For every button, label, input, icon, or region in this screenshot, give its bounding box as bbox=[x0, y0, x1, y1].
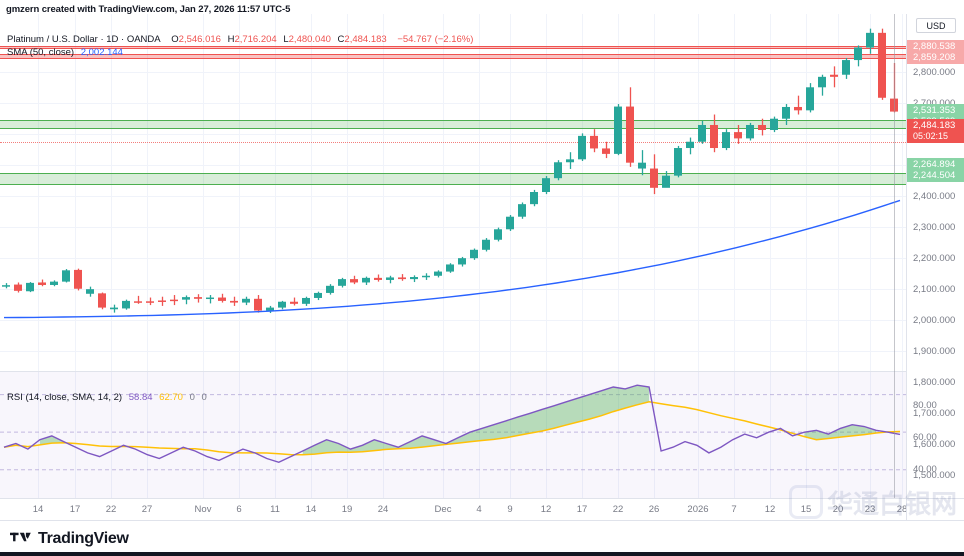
bar-countdown-timer: 05:02:15 bbox=[913, 131, 949, 141]
rsi-label: RSI (14, close, SMA, 14, 2) bbox=[7, 392, 123, 403]
attribution-text: gmzern created with TradingView.com, Jan… bbox=[6, 4, 291, 15]
price-tick: 1,700.000 bbox=[913, 408, 956, 419]
rsi-tick: 40.00 bbox=[913, 464, 937, 475]
price-axis[interactable]: USD 2,800.0002,700.0002,600.0002,500.000… bbox=[906, 14, 964, 543]
sma-value: 2,002.144 bbox=[80, 47, 123, 58]
tradingview-mark-icon bbox=[10, 529, 32, 549]
time-tick: 15 bbox=[800, 504, 812, 515]
time-tick: 6 bbox=[236, 504, 242, 515]
low-value: 2,480.040 bbox=[288, 34, 331, 45]
rsi-indicator-series[interactable] bbox=[0, 372, 906, 498]
time-axis[interactable]: 14 17 22 27 Nov 6 11 14 19 24 Dec 4 9 12 17 22 26 2026 7 12… bbox=[0, 498, 908, 520]
sma-label: SMA (50, close) bbox=[7, 47, 75, 58]
high-value: 2,716.204 bbox=[234, 34, 277, 45]
support-resistance-zones bbox=[0, 14, 906, 370]
price-dotted bbox=[0, 142, 906, 143]
price-tick: 2,700.000 bbox=[913, 98, 955, 109]
high-label: H bbox=[227, 34, 235, 45]
time-tick: 17 bbox=[576, 504, 588, 515]
current-price-badge[interactable]: 2,484.183 05:02:15 bbox=[907, 119, 964, 143]
open-label: O bbox=[171, 34, 179, 45]
time-tick: 4 bbox=[476, 504, 482, 515]
time-tick: 14 bbox=[305, 504, 317, 515]
time-tick: 26 bbox=[648, 504, 660, 515]
time-tick: 22 bbox=[105, 504, 117, 515]
rsi-extra-2: 0 bbox=[201, 392, 207, 403]
time-tick: 17 bbox=[69, 504, 81, 515]
time-tick: Dec bbox=[434, 504, 452, 515]
bottom-black-bar bbox=[0, 552, 964, 556]
price-tick: 1,900.000 bbox=[913, 346, 956, 357]
change-value: −54.767 (−2.16%) bbox=[397, 34, 474, 45]
level-badge[interactable]: 2,859.208 bbox=[907, 51, 964, 64]
chart-frame[interactable]: Platinum / U.S. Dollar · 1D · OANDA O2,5… bbox=[0, 14, 906, 498]
price-tick: 2,100.000 bbox=[913, 284, 956, 295]
price-tick: 1,800.000 bbox=[913, 377, 956, 388]
pane-separator bbox=[0, 371, 906, 372]
price-tick: 2,800.000 bbox=[913, 67, 956, 78]
price-tick: 1,500.000 bbox=[913, 470, 956, 481]
resistance-upper bbox=[0, 46, 906, 49]
price-tick: 2,000.000 bbox=[913, 315, 956, 326]
price-tick: 2,200.000 bbox=[913, 253, 956, 264]
open-value: 2,546.016 bbox=[178, 34, 221, 45]
rsi-tick: 80.00 bbox=[913, 400, 937, 411]
close-value: 2,484.183 bbox=[344, 34, 387, 45]
time-tick: 12 bbox=[540, 504, 552, 515]
candlestick-series[interactable] bbox=[0, 14, 906, 370]
chart-gridlines bbox=[0, 14, 906, 498]
tradingview-wordmark: TradingView bbox=[38, 530, 129, 547]
footer-bar: TradingView bbox=[0, 520, 964, 556]
time-tick: Nov bbox=[194, 504, 212, 515]
time-tick: 27 bbox=[141, 504, 153, 515]
time-tick: 24 bbox=[377, 504, 389, 515]
price-tick: 2,400.000 bbox=[913, 191, 956, 202]
support-lower bbox=[0, 173, 906, 185]
time-tick: 23 bbox=[864, 504, 876, 515]
crosshair-vertical-line bbox=[894, 14, 895, 498]
support-mid bbox=[0, 120, 906, 129]
axis-corner bbox=[906, 498, 964, 520]
rsi-tick: 60.00 bbox=[913, 432, 937, 443]
resistance-lower bbox=[0, 54, 906, 59]
rsi-legend[interactable]: RSI (14, close, SMA, 14, 2) 58.84 62.70 … bbox=[7, 392, 207, 403]
time-tick: 22 bbox=[612, 504, 624, 515]
tradingview-logo[interactable]: TradingView bbox=[10, 529, 129, 549]
level-badge[interactable]: 2,880.538 bbox=[907, 40, 964, 53]
level-badge[interactable]: 2,244.504 bbox=[907, 169, 964, 182]
level-badge[interactable]: 2,264.894 bbox=[907, 158, 964, 171]
currency-chip[interactable]: USD bbox=[916, 18, 956, 33]
symbol-label: Platinum / U.S. Dollar · 1D · OANDA bbox=[7, 34, 161, 45]
time-tick: 9 bbox=[507, 504, 513, 515]
close-label: C bbox=[337, 34, 345, 45]
time-tick: 11 bbox=[270, 504, 280, 515]
rsi-extra-1: 0 bbox=[189, 392, 195, 403]
time-tick: 7 bbox=[731, 504, 737, 515]
sma-legend[interactable]: SMA (50, close) 2,002.144 bbox=[7, 47, 123, 59]
time-tick: 14 bbox=[32, 504, 44, 515]
time-tick: 19 bbox=[341, 504, 353, 515]
time-tick: 28 bbox=[896, 504, 908, 515]
time-tick: 2026 bbox=[687, 504, 709, 515]
price-tick: 1,600.000 bbox=[913, 439, 956, 450]
current-price-value: 2,484.183 bbox=[913, 120, 956, 131]
price-tick: 2,300.000 bbox=[913, 222, 956, 233]
low-label: L bbox=[283, 34, 289, 45]
time-tick: 20 bbox=[832, 504, 844, 515]
tv-glyph-icon bbox=[10, 532, 31, 542]
time-tick: 12 bbox=[764, 504, 776, 515]
rsi-sma-value: 62.70 bbox=[159, 392, 183, 403]
rsi-value: 58.84 bbox=[128, 392, 153, 403]
price-legend[interactable]: Platinum / U.S. Dollar · 1D · OANDA O2,5… bbox=[7, 34, 473, 46]
level-badge[interactable]: 2,531.353 bbox=[907, 104, 964, 117]
